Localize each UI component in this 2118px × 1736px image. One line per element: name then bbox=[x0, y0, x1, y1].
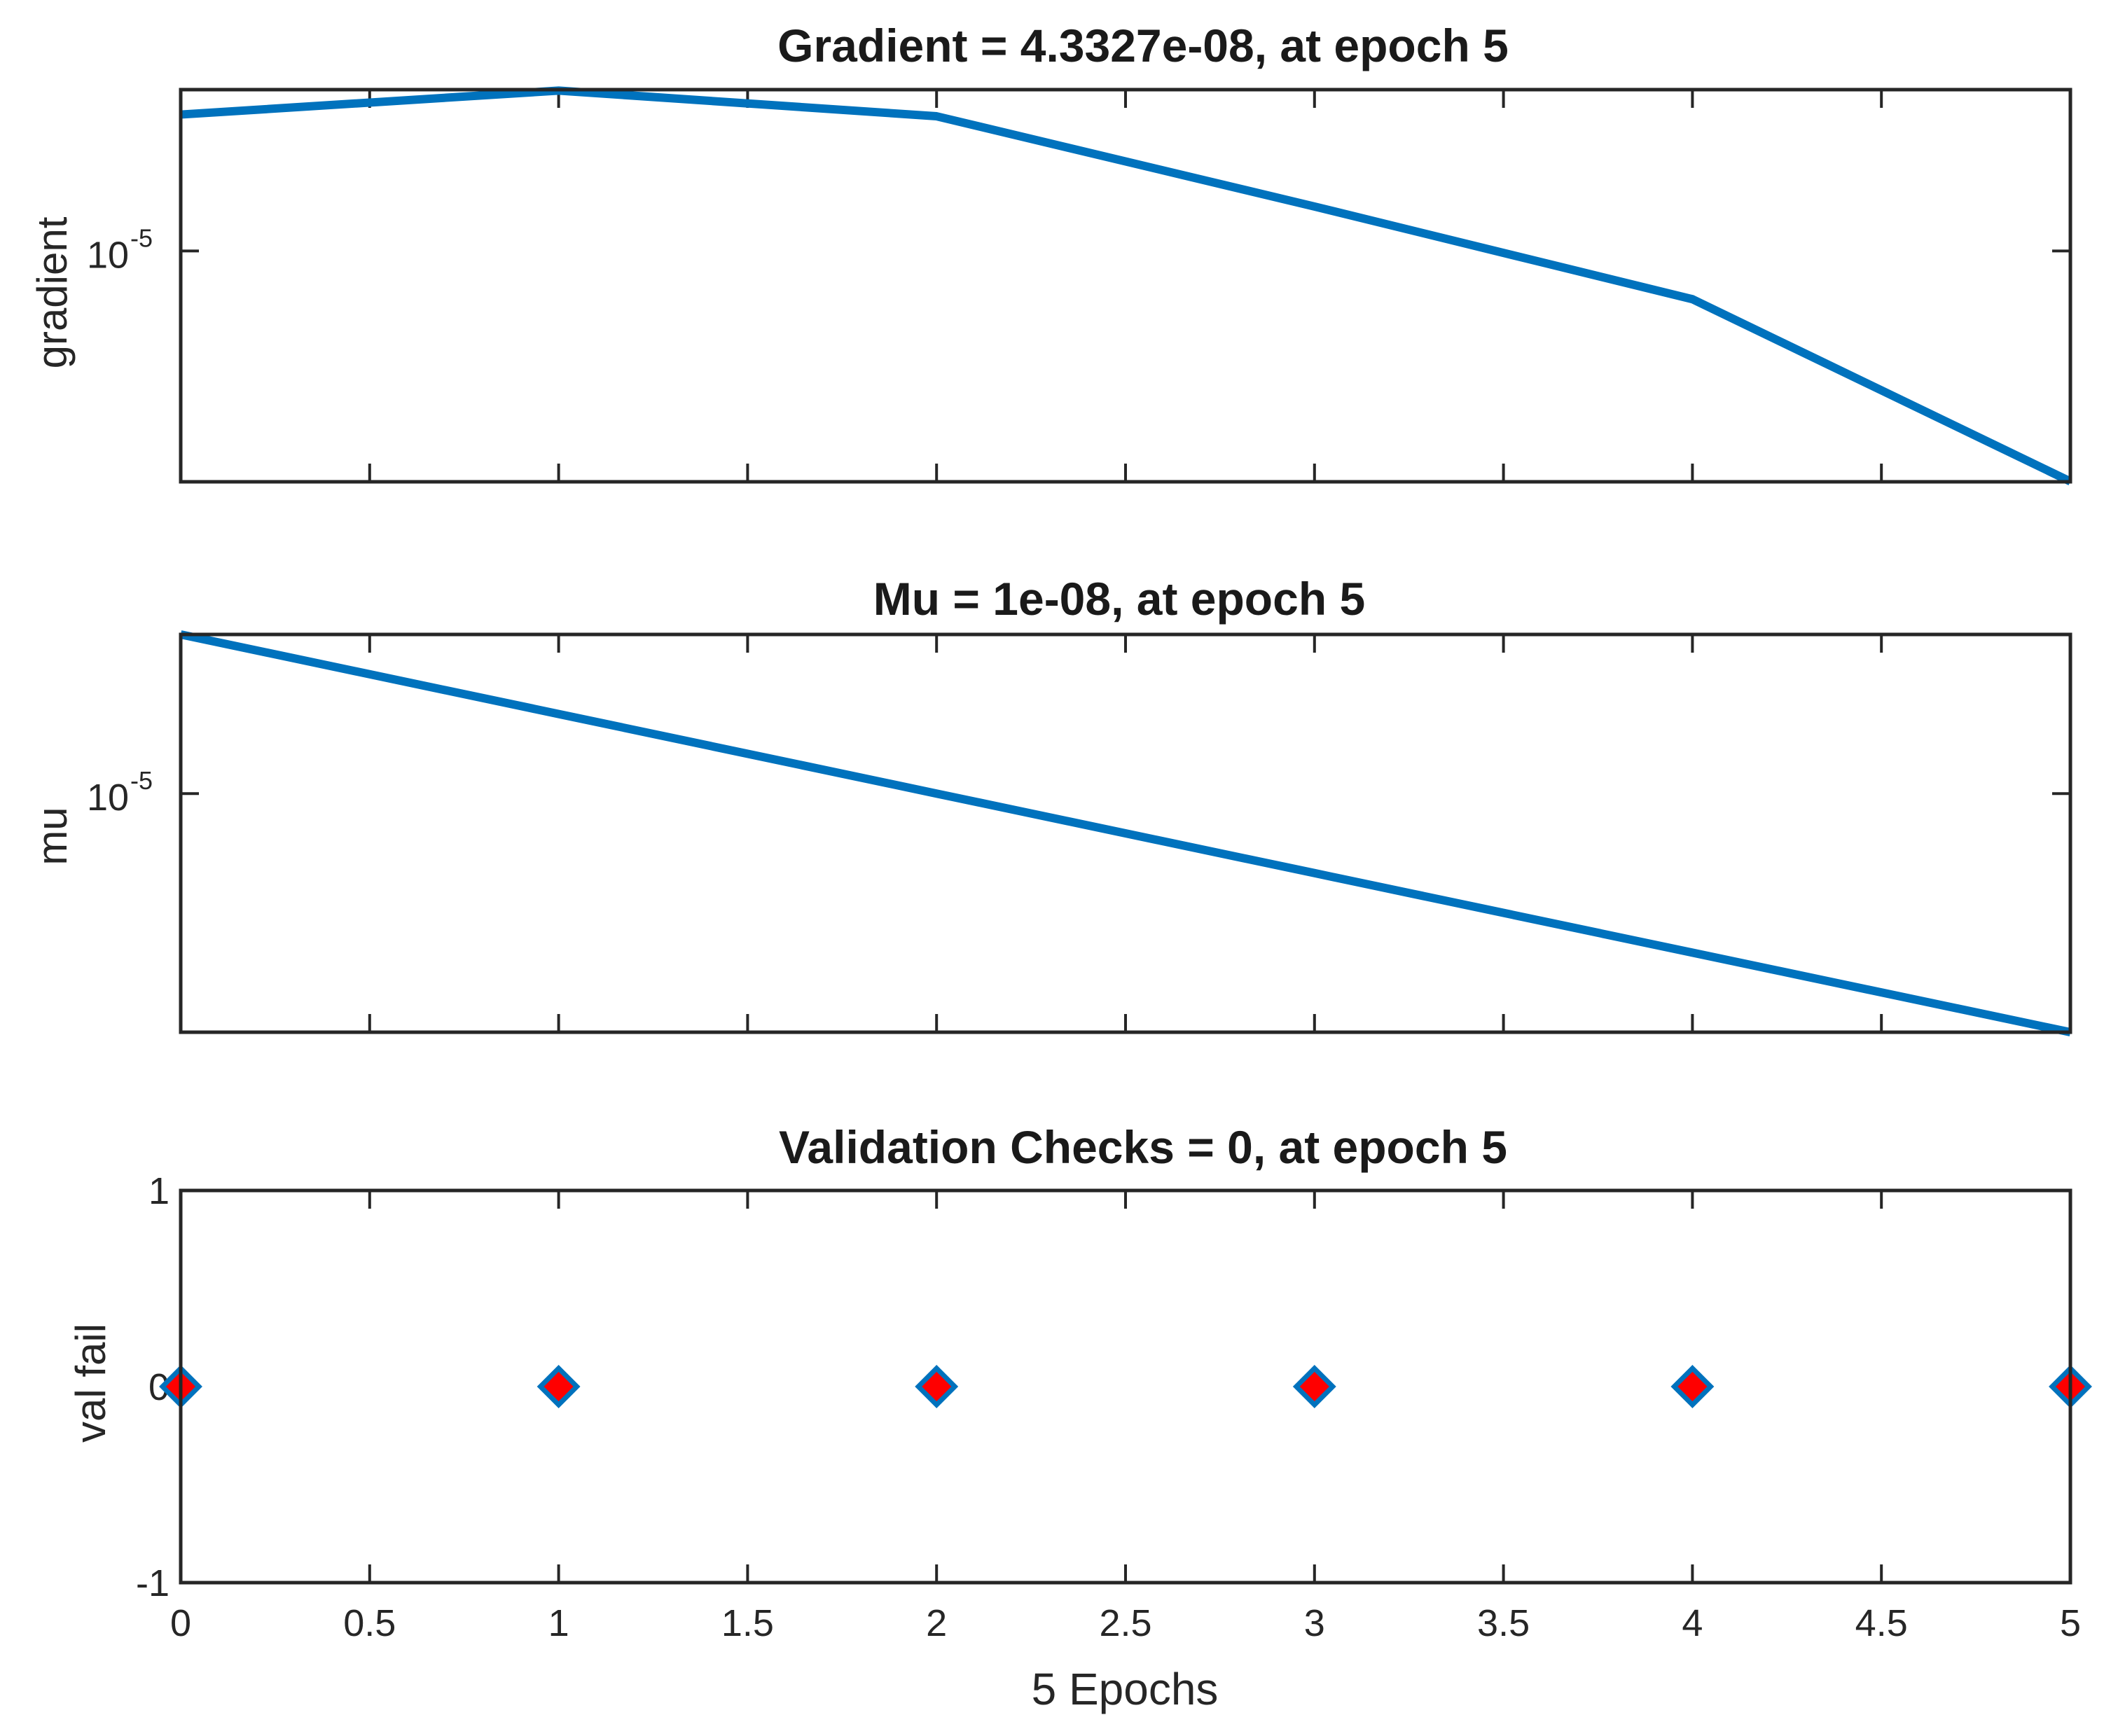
gradient-yticks: 10 -5 bbox=[87, 223, 2070, 276]
x-axis-label: 5 Epochs bbox=[1032, 1664, 1219, 1714]
val-fail-diamond-marker bbox=[1670, 1365, 1715, 1408]
x-tick-label: 5 bbox=[2060, 1602, 2081, 1644]
mu-yticks: 10 -5 bbox=[87, 766, 2070, 819]
val-fail-markers bbox=[159, 1365, 2092, 1408]
x-tick-label: 2.5 bbox=[1099, 1602, 1151, 1644]
ytick-label: 10 bbox=[87, 777, 129, 819]
mu-series-line bbox=[179, 630, 2072, 1036]
val-fail-title: Validation Checks = 0, at epoch 5 bbox=[779, 1121, 1507, 1173]
val-fail-diamond-marker bbox=[1292, 1365, 1336, 1408]
val-fail-axes-box bbox=[179, 1188, 2072, 1585]
gradient-title: Gradient = 4.3327e-08, at epoch 5 bbox=[777, 20, 1509, 71]
gradient-xtick-marks bbox=[179, 90, 2072, 482]
val-fail-xticks: 0 0.5 1 1.5 2 2.5 3 3.5 4 4.5 5 bbox=[170, 1190, 2081, 1644]
val-fail-ylabel: val fail bbox=[67, 1324, 114, 1443]
x-tick-label: 3.5 bbox=[1477, 1602, 1530, 1644]
mu-panel: Mu = 1e-08, at epoch 5 mu 10 -5 bbox=[29, 573, 2072, 1036]
mu-axes-box bbox=[179, 632, 2072, 1034]
gradient-axes-box bbox=[179, 88, 2072, 484]
x-tick-label: 4.5 bbox=[1855, 1602, 1908, 1644]
mu-title: Mu = 1e-08, at epoch 5 bbox=[873, 573, 1365, 625]
ytick-label: 1 bbox=[148, 1170, 169, 1212]
x-tick-label: 0 bbox=[170, 1602, 191, 1644]
x-tick-label: 1.5 bbox=[721, 1602, 774, 1644]
val-fail-yticks: 10-1 bbox=[136, 1170, 2070, 1604]
mu-ylabel: mu bbox=[29, 807, 76, 865]
val-fail-panel: Validation Checks = 0, at epoch 5 val fa… bbox=[67, 1121, 2092, 1714]
ytick-label: 10 bbox=[87, 234, 129, 276]
gradient-ylabel: gradient bbox=[29, 216, 76, 368]
gradient-series-line bbox=[180, 86, 2072, 485]
ytick-label-exponent: -5 bbox=[130, 766, 153, 795]
ytick-label-exponent: -5 bbox=[130, 223, 153, 252]
val-fail-diamond-marker bbox=[537, 1365, 581, 1408]
val-fail-diamond-marker bbox=[915, 1365, 959, 1408]
x-tick-label: 4 bbox=[1682, 1602, 1703, 1644]
ytick-label: -1 bbox=[136, 1562, 169, 1604]
x-tick-label: 0.5 bbox=[343, 1602, 396, 1644]
x-tick-label: 2 bbox=[926, 1602, 947, 1644]
x-tick-label: 1 bbox=[548, 1602, 569, 1644]
x-tick-label: 3 bbox=[1304, 1602, 1325, 1644]
gradient-panel: Gradient = 4.3327e-08, at epoch 5 gradie… bbox=[29, 20, 2072, 485]
